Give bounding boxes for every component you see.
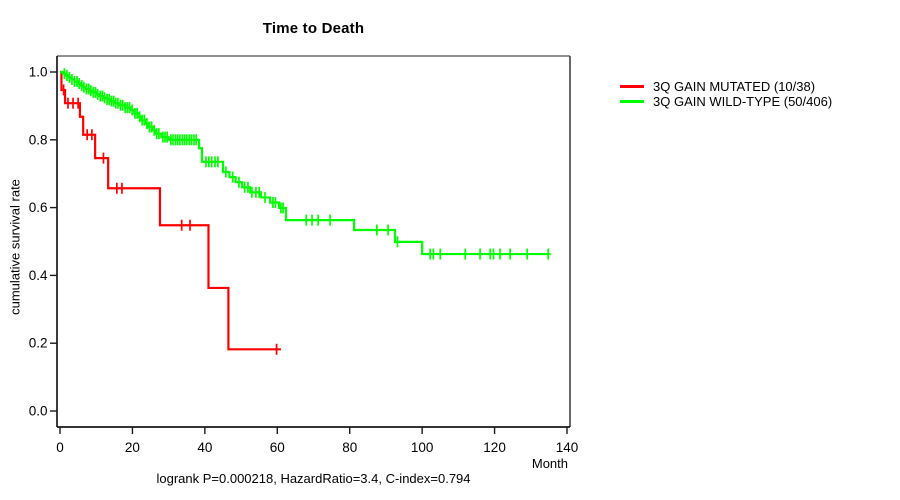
survival-curve-wild-type: [60, 70, 551, 256]
y-tick-label: 1.0: [29, 65, 48, 80]
x-tick-label: 20: [125, 440, 140, 455]
y-tick-label: 0.2: [29, 336, 48, 351]
x-tick-label: 120: [483, 440, 506, 455]
legend-label-mutated: 3Q GAIN MUTATED (10/38): [653, 79, 816, 95]
legend-item-wild-type: 3Q GAIN WILD-TYPE (50/406): [620, 93, 833, 109]
y-tick-label: 0.0: [29, 404, 48, 419]
x-tick-label: 100: [411, 440, 434, 455]
x-tick-label: 80: [342, 440, 357, 455]
y-tick-label: 0.4: [29, 268, 48, 283]
x-axis-label: Month: [531, 456, 568, 471]
legend-item-mutated: 3Q GAIN MUTATED (10/38): [620, 79, 832, 95]
y-tick-label: 0.8: [29, 132, 48, 147]
legend-line-mutated: [620, 85, 644, 89]
x-tick-label: 0: [56, 440, 64, 455]
stats-annotation: logrank P=0.000218, HazardRatio=3.4, C-i…: [156, 471, 471, 486]
x-tick-label: 140: [556, 440, 579, 455]
legend-line-wild-type: [620, 99, 644, 103]
chart-title: Time to Death: [262, 20, 365, 37]
legend: 3Q GAIN MUTATED (10/38) 3Q GAIN WILD-TYP…: [620, 79, 833, 109]
x-tick-label: 60: [270, 440, 285, 455]
x-tick-label: 40: [197, 440, 212, 455]
y-tick-label: 0.6: [29, 200, 48, 215]
survival-curve-mutated: [60, 70, 281, 351]
legend-label-wild-type: 3Q GAIN WILD-TYPE (50/406): [653, 93, 833, 109]
